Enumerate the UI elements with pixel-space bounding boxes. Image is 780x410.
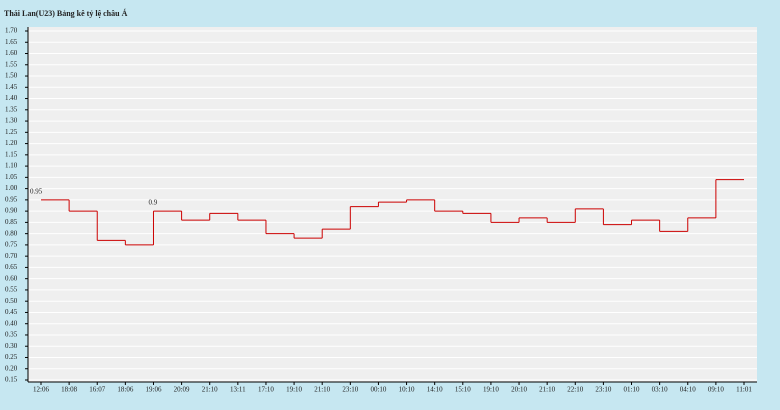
y-tick-label: 0.35 (5, 331, 18, 339)
x-tick-label: 01:10 (624, 386, 640, 394)
x-tick-label: 21:10 (539, 386, 555, 394)
x-tick-label: 20:10 (511, 386, 527, 394)
x-tick-label: 18:08 (61, 386, 77, 394)
x-tick-label: 20:09 (174, 386, 190, 394)
y-tick-label: 1.50 (5, 72, 18, 80)
value-label: 0.9 (148, 199, 157, 207)
y-tick-label: 0.20 (5, 364, 18, 372)
y-tick-label: 0.95 (5, 195, 18, 203)
x-tick-label: 23:10 (595, 386, 611, 394)
y-tick-label: 0.80 (5, 229, 18, 237)
y-tick-label: 1.25 (5, 128, 18, 136)
y-tick-label: 1.05 (5, 173, 18, 181)
x-tick-label: 22:10 (567, 386, 583, 394)
y-tick-label: 1.45 (5, 83, 18, 91)
y-tick-label: 1.20 (5, 139, 18, 147)
x-tick-label: 18:06 (117, 386, 133, 394)
x-tick-label: 19:10 (483, 386, 499, 394)
x-tick-label: 15:10 (455, 386, 471, 394)
y-tick-label: 0.45 (5, 308, 18, 316)
x-tick-label: 17:10 (258, 386, 274, 394)
x-tick-label: 03:10 (652, 386, 668, 394)
y-tick-label: 1.55 (5, 60, 18, 68)
y-tick-label: 0.40 (5, 319, 18, 327)
value-label: 0.95 (30, 187, 43, 195)
y-tick-label: 1.10 (5, 162, 18, 170)
y-tick-label: 1.65 (5, 38, 18, 46)
x-tick-label: 10:10 (399, 386, 415, 394)
y-tick-label: 0.60 (5, 274, 18, 282)
x-tick-label: 16:07 (89, 386, 105, 394)
chart-title: Thái Lan(U23) Bảng kê tỷ lệ châu Á (4, 8, 128, 18)
y-tick-label: 1.35 (5, 105, 18, 113)
x-tick-label: 13:11 (230, 386, 246, 394)
y-tick-label: 0.75 (5, 241, 18, 249)
y-tick-label: 1.00 (5, 184, 18, 192)
y-tick-label: 0.70 (5, 252, 18, 260)
y-tick-label: 0.15 (5, 376, 18, 384)
x-tick-label: 21:10 (202, 386, 218, 394)
y-tick-label: 1.15 (5, 150, 18, 158)
y-tick-label: 1.70 (5, 27, 18, 35)
y-tick-label: 0.55 (5, 286, 18, 294)
y-tick-label: 0.25 (5, 353, 18, 361)
y-tick-label: 0.90 (5, 207, 18, 215)
y-tick-label: 1.60 (5, 49, 18, 57)
y-tick-label: 0.65 (5, 263, 18, 271)
x-tick-label: 14:10 (427, 386, 443, 394)
x-tick-label: 04:10 (680, 386, 696, 394)
x-tick-label: 19:10 (286, 386, 302, 394)
y-tick-label: 0.30 (5, 342, 18, 350)
x-tick-label: 19:06 (146, 386, 162, 394)
x-tick-label: 23:10 (342, 386, 358, 394)
x-tick-label: 12:06 (33, 386, 49, 394)
x-tick-label: 11:01 (736, 386, 752, 394)
x-tick-label: 21:10 (314, 386, 330, 394)
y-tick-label: 1.40 (5, 94, 18, 102)
y-tick-label: 0.50 (5, 297, 18, 305)
y-tick-label: 0.85 (5, 218, 18, 226)
plot-area (28, 27, 757, 382)
y-tick-label: 1.30 (5, 117, 18, 125)
x-tick-label: 00:10 (370, 386, 386, 394)
x-tick-label: 09:10 (708, 386, 724, 394)
